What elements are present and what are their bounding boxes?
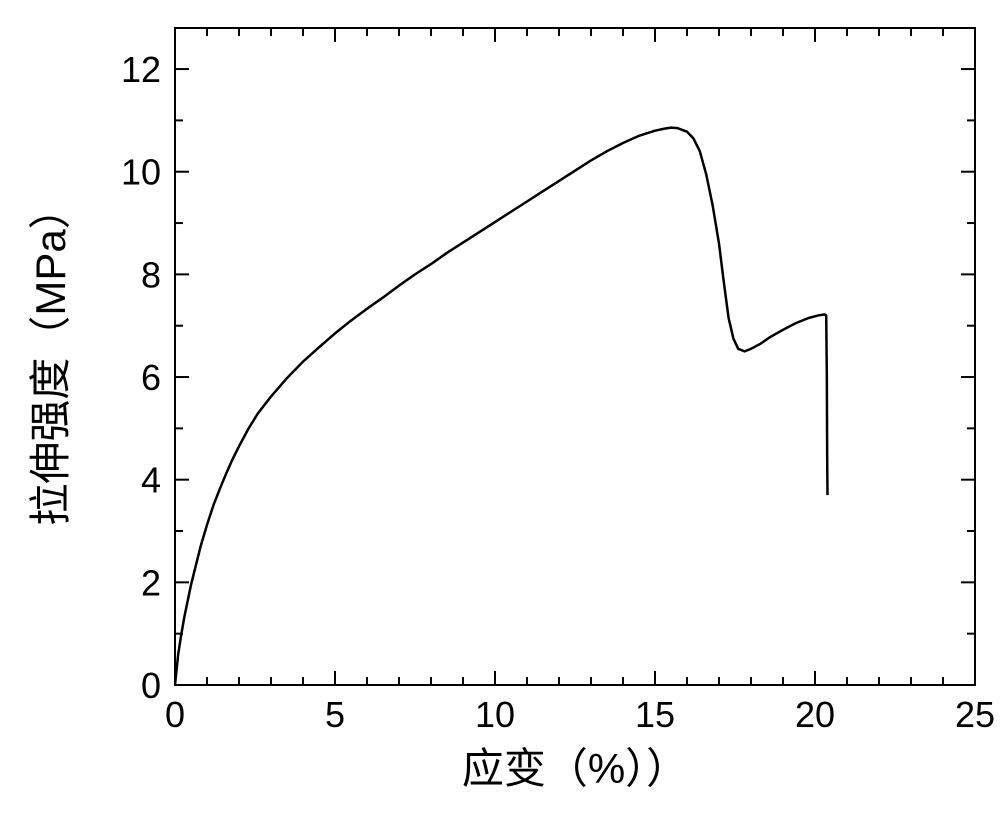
x-axis-label: 应变（%）） bbox=[462, 745, 688, 792]
series-stress-strain bbox=[175, 128, 827, 685]
y-tick-label: 10 bbox=[121, 152, 161, 193]
y-axis-label: 拉伸强度（MPa） bbox=[27, 187, 74, 525]
y-tick-label: 2 bbox=[141, 562, 161, 603]
x-tick-label: 20 bbox=[795, 694, 835, 735]
x-tick-label: 5 bbox=[325, 694, 345, 735]
y-tick-label: 4 bbox=[141, 460, 161, 501]
y-tick-label: 0 bbox=[141, 665, 161, 706]
x-tick-label: 25 bbox=[955, 694, 995, 735]
stress-strain-chart: 0 5 10 15 20 25 0 2 4 6 8 10 12 应变（%）） 拉伸强度（MPa） bbox=[0, 0, 1000, 835]
x-tick-label: 15 bbox=[635, 694, 675, 735]
y-tick-label: 8 bbox=[141, 254, 161, 295]
plot-border bbox=[175, 28, 975, 685]
x-tick-label: 10 bbox=[475, 694, 515, 735]
y-tick-label: 12 bbox=[121, 49, 161, 90]
x-tick-label: 0 bbox=[165, 694, 185, 735]
y-tick-label: 6 bbox=[141, 357, 161, 398]
